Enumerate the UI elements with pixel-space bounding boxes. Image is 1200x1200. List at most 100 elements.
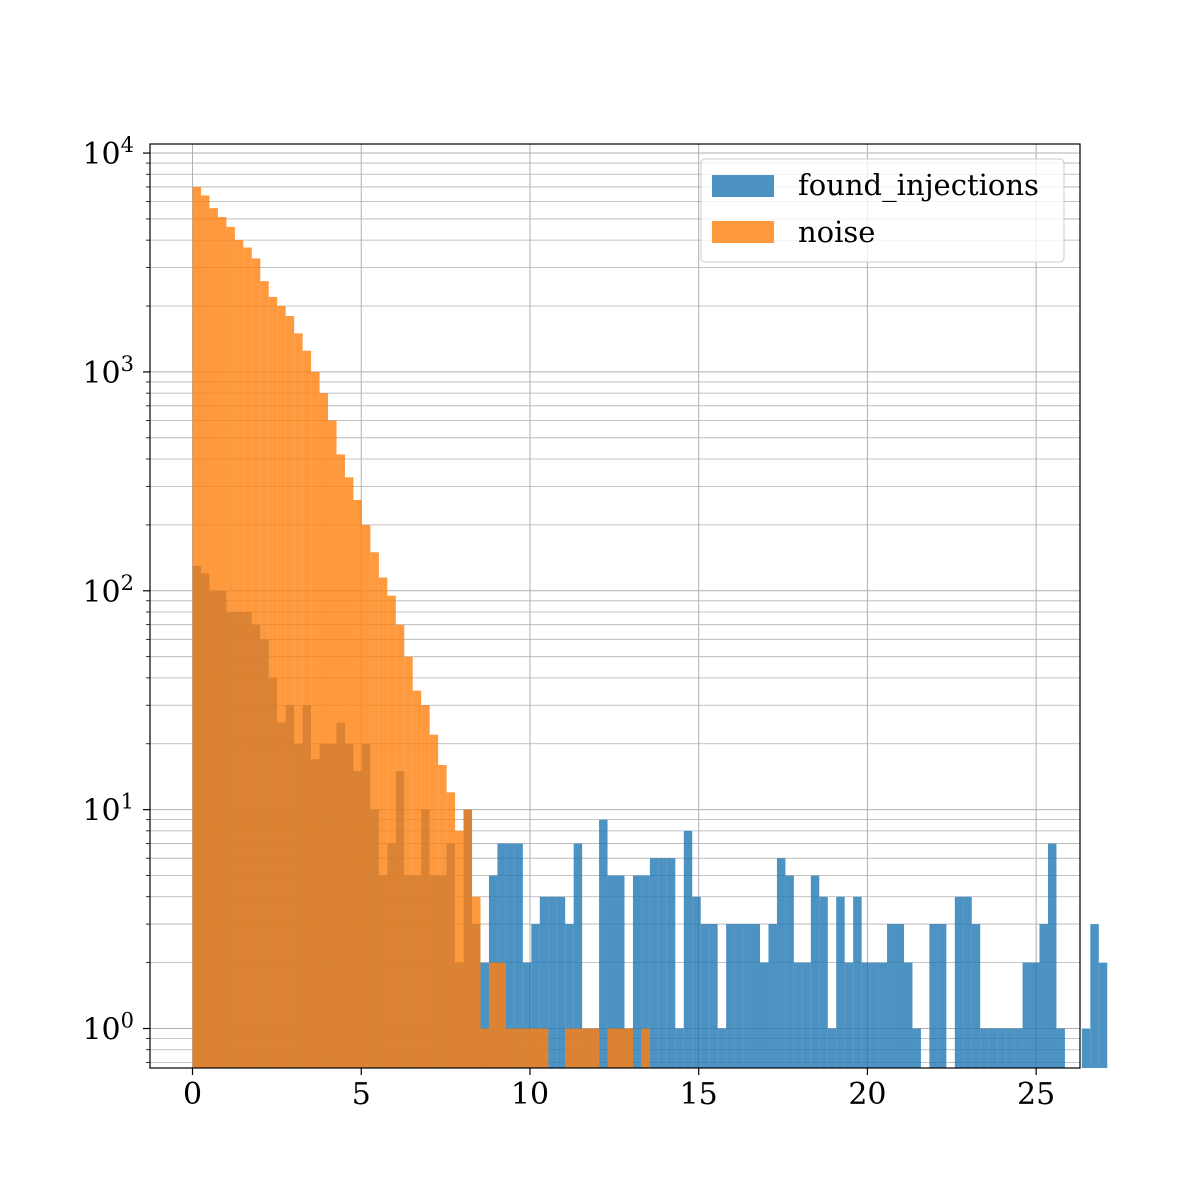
bar-found-injections <box>785 875 794 1068</box>
bar-noise <box>582 1028 591 1068</box>
bar-noise <box>378 577 388 1068</box>
bar-noise <box>463 809 473 1068</box>
bar-noise <box>285 316 295 1069</box>
bar-found-injections <box>776 858 786 1068</box>
bar-noise <box>370 552 379 1068</box>
y-tick-label: 100 <box>82 1009 134 1048</box>
bar-noise <box>277 306 286 1068</box>
bar-noise <box>226 226 235 1068</box>
bar-found-injections <box>861 962 871 1068</box>
y-axis: 100 101 102 103 104 <box>82 133 150 1063</box>
bar-found-injections <box>1005 1028 1015 1068</box>
bar-found-injections <box>1056 1028 1065 1068</box>
bar-found-injections <box>480 962 489 1068</box>
bar-found-injections <box>768 924 777 1068</box>
bar-noise <box>319 393 329 1068</box>
bar-noise <box>480 1028 489 1068</box>
bar-noise <box>488 962 498 1068</box>
bar-noise <box>294 333 303 1069</box>
bar-noise <box>455 830 464 1068</box>
bar-found-injections <box>726 924 735 1068</box>
bar-noise <box>209 208 218 1068</box>
bar-noise <box>573 1028 583 1068</box>
bar-found-injections <box>734 924 744 1068</box>
bar-found-injections <box>1014 1028 1023 1068</box>
bar-found-injections <box>539 896 549 1068</box>
bar-noise <box>404 656 413 1068</box>
bar-found-injections <box>616 875 625 1068</box>
bar-found-injections <box>810 875 820 1068</box>
bar-found-injections <box>505 843 515 1068</box>
bar-noise <box>514 1028 523 1068</box>
bar-found-injections <box>700 924 710 1068</box>
bar-found-injections <box>675 1028 684 1068</box>
bar-found-injections <box>929 924 938 1068</box>
legend: found_injections noise <box>700 158 1065 263</box>
bar-found-injections <box>1031 962 1040 1068</box>
bar-found-injections <box>497 843 506 1068</box>
x-tick-label: 20 <box>848 1077 886 1112</box>
bar-found-injections <box>903 962 913 1068</box>
bar-found-injections <box>1081 1028 1091 1068</box>
bar-noise <box>412 690 422 1068</box>
bar-found-injections <box>819 896 828 1068</box>
bar-noise <box>607 1028 617 1068</box>
bar-noise <box>200 195 210 1068</box>
x-axis: 0 5 10 15 20 25 <box>183 1068 1055 1112</box>
legend-label-found-injections: found_injections <box>798 168 1039 203</box>
bar-noise <box>497 962 506 1068</box>
bar-found-injections <box>937 924 947 1068</box>
bar-noise <box>531 1028 540 1068</box>
bar-noise <box>472 896 481 1068</box>
bar-found-injections <box>565 924 574 1068</box>
x-tick-label: 15 <box>680 1077 718 1112</box>
bar-found-injections <box>599 819 608 1068</box>
bar-found-injections <box>709 924 718 1068</box>
bar-noise <box>302 350 312 1069</box>
bar-found-injections <box>988 1028 998 1068</box>
bar-found-injections <box>717 1028 727 1068</box>
bar-found-injections <box>971 924 981 1068</box>
bar-noise <box>624 1028 633 1068</box>
bar-noise <box>344 477 354 1069</box>
bar-noise <box>446 792 456 1068</box>
plot-frame <box>149 143 1081 1069</box>
bar-noise <box>522 1028 532 1068</box>
bar-found-injections <box>531 924 540 1068</box>
bar-found-injections <box>632 875 642 1068</box>
bar-found-injections <box>1090 924 1099 1068</box>
bar-found-injections <box>895 924 904 1068</box>
bar-found-injections <box>802 962 811 1068</box>
bar-noise <box>234 240 244 1068</box>
bar-noise <box>539 1028 549 1068</box>
bar-noise <box>361 524 371 1068</box>
bar-found-injections <box>887 924 896 1068</box>
bar-found-injections <box>793 962 803 1068</box>
bar-found-injections <box>522 962 532 1068</box>
bar-noise <box>192 186 201 1069</box>
bar-found-injections <box>1022 962 1032 1068</box>
bar-noise <box>336 454 345 1068</box>
bar-found-injections <box>556 896 566 1068</box>
bar-found-injections <box>912 1028 921 1068</box>
series-noise <box>192 186 650 1069</box>
bar-noise <box>311 371 320 1068</box>
bar-noise <box>328 420 337 1069</box>
bar-found-injections <box>980 1028 989 1068</box>
y-tick-label: 101 <box>82 790 134 829</box>
bar-found-injections <box>844 962 854 1068</box>
bar-noise <box>251 258 261 1069</box>
bar-found-injections <box>649 858 659 1068</box>
bar-found-injections <box>827 1028 837 1068</box>
bar-found-injections <box>853 896 862 1068</box>
x-tick-label: 10 <box>511 1077 549 1112</box>
bar-noise <box>260 281 269 1068</box>
bar-found-injections <box>997 1028 1006 1068</box>
bar-found-injections <box>641 875 650 1068</box>
bar-found-injections <box>954 896 964 1068</box>
bar-found-injections <box>836 896 845 1068</box>
bar-found-injections <box>514 843 523 1068</box>
x-tick-label: 0 <box>183 1077 202 1112</box>
bar-found-injections <box>573 843 583 1068</box>
